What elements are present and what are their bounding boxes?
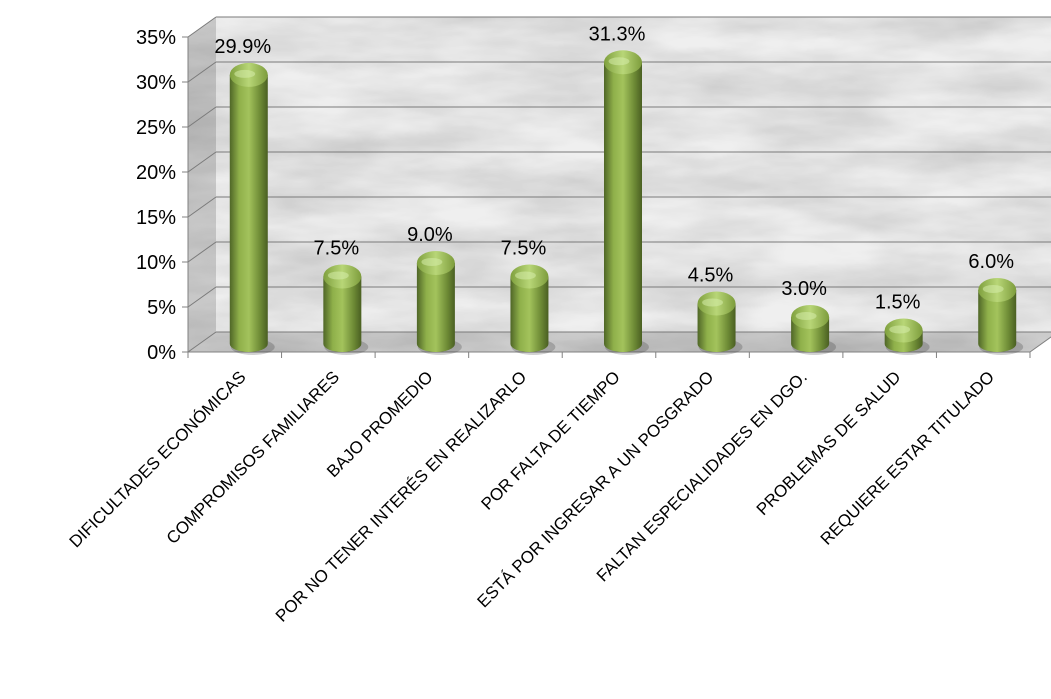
data-label: 7.5% <box>314 238 360 260</box>
data-label: 3.0% <box>781 278 827 300</box>
gridline-side <box>187 16 217 38</box>
bar <box>323 264 369 355</box>
bar <box>229 62 275 355</box>
bar-highlight <box>702 298 724 307</box>
gridline-side <box>187 196 217 218</box>
bar-highlight <box>608 57 630 66</box>
data-label: 7.5% <box>501 238 547 260</box>
bar-highlight <box>889 325 911 334</box>
bar-body <box>510 276 549 352</box>
y-tick-label: 20% <box>136 162 176 184</box>
data-label: 1.5% <box>875 292 921 314</box>
data-label: 6.0% <box>968 251 1014 273</box>
data-label: 31.3% <box>589 23 646 45</box>
gridline-side <box>187 61 217 83</box>
bar-highlight <box>327 271 349 280</box>
data-label: 4.5% <box>688 265 734 287</box>
category-label: DIFICULTADES ECONÓMICAS <box>66 367 250 551</box>
bar <box>510 264 556 355</box>
gridline-side <box>187 151 217 173</box>
bar-highlight <box>234 69 256 78</box>
y-tick-label: 35% <box>136 27 176 49</box>
floor-edge <box>1029 336 1051 353</box>
bar <box>978 278 1024 355</box>
y-tick-label: 10% <box>136 252 176 274</box>
bar-highlight <box>514 271 536 280</box>
y-tick-label: 30% <box>136 72 176 94</box>
bar <box>884 318 930 355</box>
bar-body <box>416 263 455 352</box>
gridline-side <box>187 331 217 353</box>
category-label: FALTAN ESPECIALIDADES EN DGO. <box>593 367 811 585</box>
gridline-side <box>187 241 217 263</box>
gridline-side <box>187 286 217 308</box>
y-tick-label: 15% <box>136 207 176 229</box>
bar-body <box>604 62 642 353</box>
axes <box>187 37 1051 358</box>
bar-highlight <box>795 312 817 320</box>
bar-body <box>978 290 1017 352</box>
bar-body <box>229 74 268 353</box>
y-tick-label: 25% <box>136 117 176 139</box>
bar <box>416 251 462 355</box>
bar <box>604 50 649 355</box>
bar-body <box>697 303 736 352</box>
bar-highlight <box>421 258 443 266</box>
y-tick-label: 5% <box>147 297 176 319</box>
bar-highlight <box>982 285 1004 293</box>
data-labels: 29.9% 7.5% 9.0% 7.5% 31.3% 4.5% 3.0% 1.5% 6.0% <box>214 23 1014 313</box>
bar <box>697 291 743 355</box>
bars <box>229 50 1024 355</box>
data-label: 29.9% <box>214 36 271 58</box>
bar-body <box>323 276 362 352</box>
data-label: 9.0% <box>407 224 453 246</box>
gridline-side <box>187 106 217 128</box>
y-tick-label: 0% <box>147 342 176 364</box>
bar <box>791 305 837 355</box>
y-axis-tick-labels: 0% 5% 10% 15% 20% 25% 30% 35% <box>136 27 188 364</box>
category-label: COMPROMISOS FAMILIARES <box>163 367 343 547</box>
category-label: REQUIERE ESTAR TITULADO <box>817 367 998 548</box>
